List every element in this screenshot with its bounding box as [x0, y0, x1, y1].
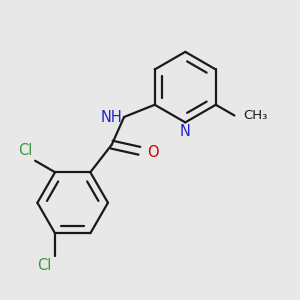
- Text: N: N: [180, 124, 191, 139]
- Text: Cl: Cl: [18, 143, 32, 158]
- Text: CH₃: CH₃: [244, 109, 268, 122]
- Text: NH: NH: [101, 110, 122, 124]
- Text: Cl: Cl: [38, 258, 52, 273]
- Text: O: O: [147, 145, 159, 160]
